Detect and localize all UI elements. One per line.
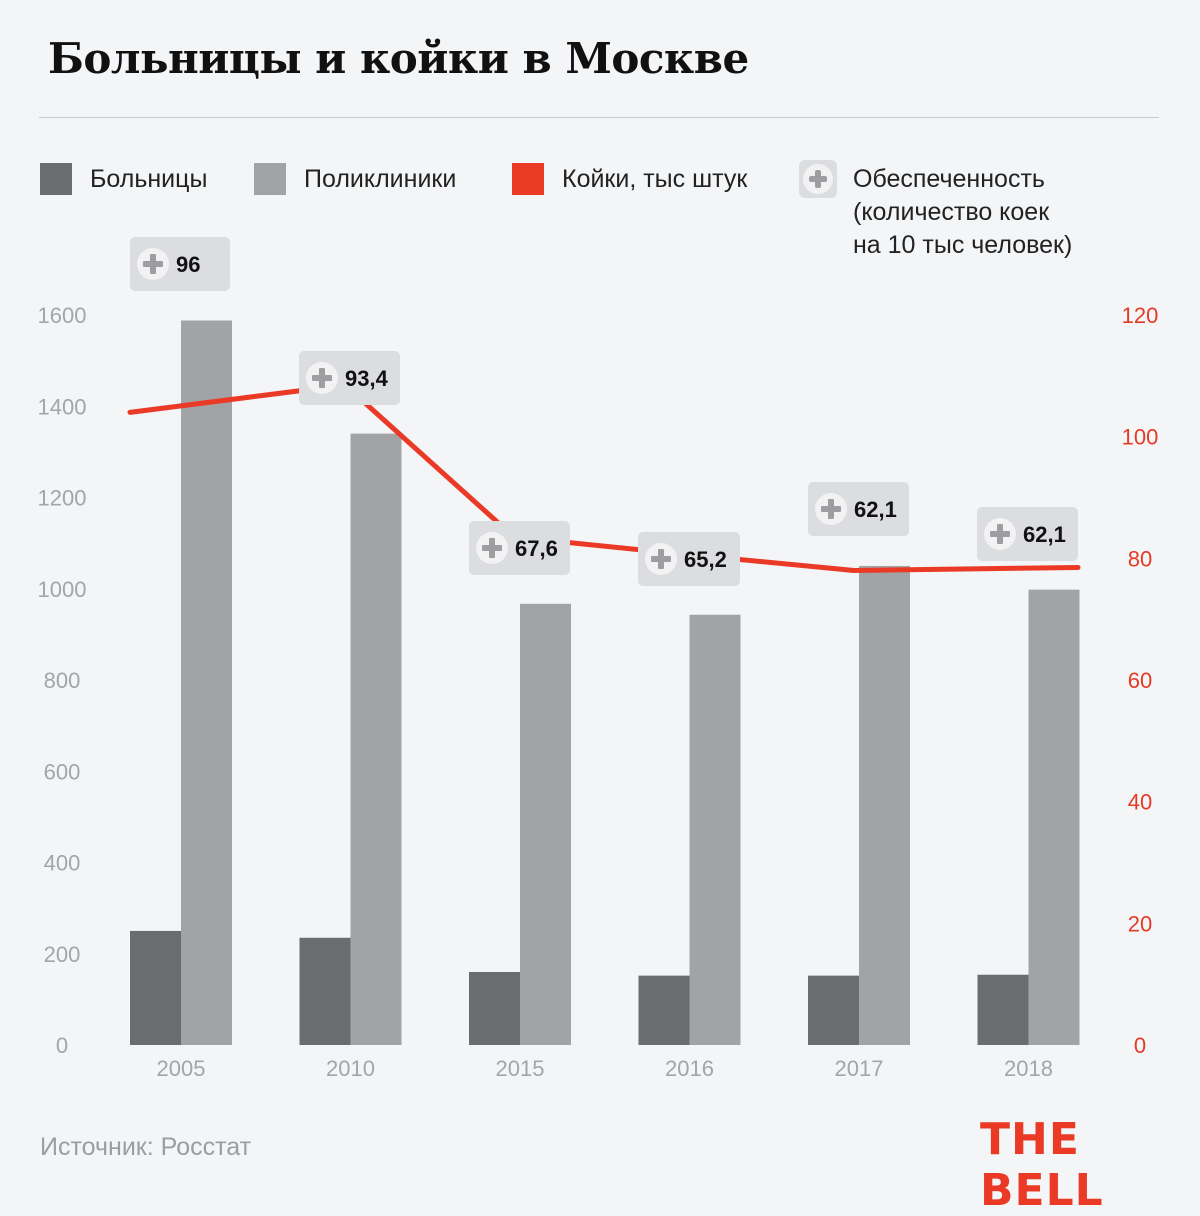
coverage-badge-2018: 62,1: [977, 507, 1078, 561]
bar-clinics-2017: [859, 566, 910, 1045]
line-beds: [130, 385, 1078, 571]
coverage-value: 65,2: [684, 547, 727, 572]
bar-hospitals-2017: [808, 976, 859, 1045]
x-tick-label: 2018: [1004, 1056, 1053, 1081]
coverage-value: 93,4: [345, 366, 389, 391]
x-tick-label: 2010: [326, 1056, 375, 1081]
plus-icon-v: [319, 368, 325, 388]
bar-hospitals-2016: [639, 976, 690, 1045]
coverage-badge-2010: 93,4: [299, 351, 400, 405]
coverage-badge-2015: 67,6: [469, 521, 570, 575]
y-right-tick-label: 100: [1122, 425, 1159, 450]
coverage-badge-2016: 65,2: [638, 532, 740, 586]
y-left-tick-label: 800: [44, 668, 81, 693]
badges-layer: 96 93,4 67,6 65,2 62,1 62,1: [130, 237, 1078, 586]
y-left-tick-label: 0: [56, 1033, 68, 1058]
plus-icon-v: [658, 549, 664, 569]
y-left-tick-label: 200: [44, 942, 81, 967]
y-left-tick-label: 1000: [38, 577, 87, 602]
coverage-value: 67,6: [515, 536, 558, 561]
plus-icon-v: [150, 254, 156, 274]
y-right-tick-label: 120: [1122, 303, 1159, 328]
plus-icon-v: [489, 538, 495, 558]
y-right-tick-label: 0: [1134, 1033, 1146, 1058]
y-right-tick-label: 80: [1128, 546, 1152, 571]
coverage-value: 62,1: [854, 497, 897, 522]
bar-hospitals-2005: [130, 931, 181, 1045]
y-right-tick-label: 20: [1128, 911, 1152, 936]
x-tick-label: 2016: [665, 1056, 714, 1081]
bar-hospitals-2018: [978, 975, 1029, 1045]
plus-icon-v: [828, 499, 834, 519]
line-layer: [130, 385, 1078, 571]
bar-clinics-2015: [520, 604, 571, 1045]
y-left-tick-label: 400: [44, 851, 81, 876]
x-tick-label: 2015: [496, 1056, 545, 1081]
x-tick-label: 2017: [835, 1056, 884, 1081]
bar-clinics-2005: [181, 320, 232, 1045]
y-right-tick-label: 60: [1128, 668, 1152, 693]
coverage-badge-2005: 96: [130, 237, 230, 291]
bar-clinics-2010: [351, 434, 402, 1045]
y-left-tick-label: 1600: [38, 303, 87, 328]
bars-layer: [130, 320, 1080, 1045]
x-tick-label: 2005: [157, 1056, 206, 1081]
bar-clinics-2016: [690, 615, 741, 1045]
coverage-value: 96: [176, 252, 200, 277]
plus-icon-v: [997, 524, 1003, 544]
y-left-tick-label: 1200: [38, 486, 87, 511]
source-note: Источник: Росстат: [40, 1133, 251, 1162]
y-left-tick-label: 600: [44, 759, 81, 784]
brand-logo: THE BELL: [980, 1114, 1200, 1216]
coverage-badge-2017: 62,1: [808, 482, 909, 536]
y-right-tick-label: 40: [1128, 790, 1152, 815]
coverage-value: 62,1: [1023, 522, 1066, 547]
bar-hospitals-2015: [469, 972, 520, 1045]
y-left-tick-label: 1400: [38, 394, 87, 419]
bar-hospitals-2010: [300, 938, 351, 1045]
bar-clinics-2018: [1029, 590, 1080, 1045]
